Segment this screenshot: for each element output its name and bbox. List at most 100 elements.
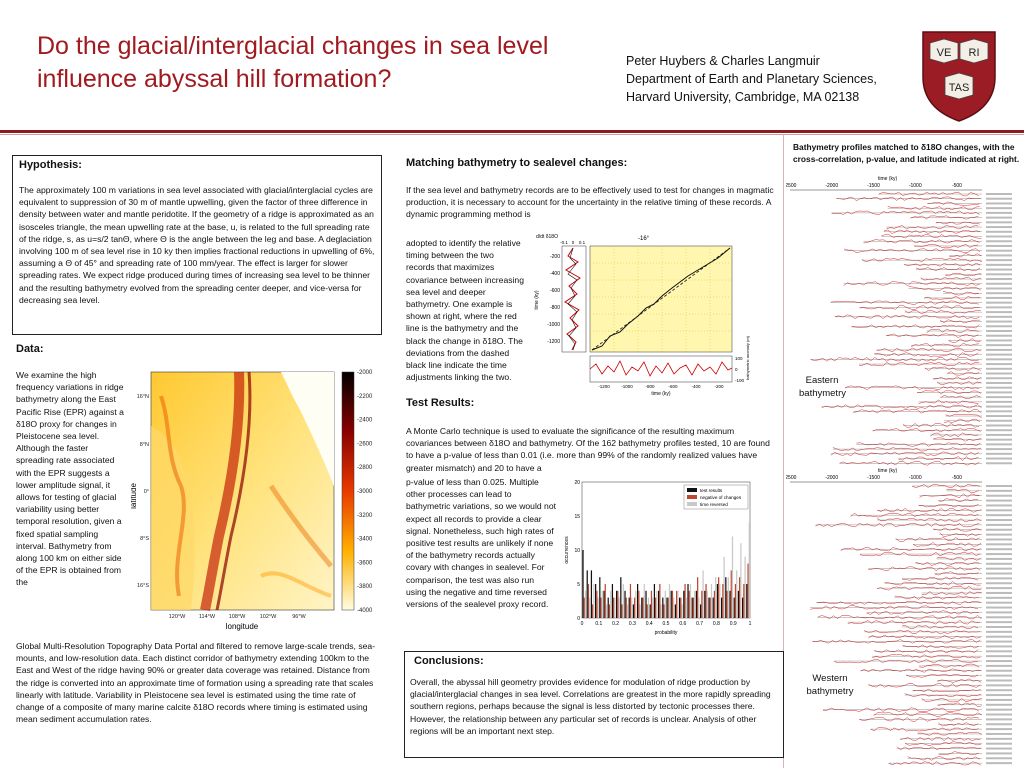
profile-stat (986, 315, 1012, 318)
profile-stat (986, 611, 1012, 614)
hist-bar (646, 604, 648, 618)
profile-stat (986, 606, 1012, 609)
profile-stat (986, 713, 1012, 716)
profile-stat (986, 621, 1012, 624)
hist-bar (683, 590, 685, 618)
hist-bar (727, 577, 729, 618)
profile-stat (986, 538, 1012, 541)
hist-bar (589, 597, 591, 618)
hist-bar (599, 577, 601, 618)
profile-stat (986, 718, 1012, 721)
profile-stat (986, 519, 1012, 522)
hist-bar (725, 577, 727, 618)
profile-stat (986, 485, 1012, 487)
profile-stat (986, 591, 1012, 594)
hist-bar (726, 590, 728, 618)
profile-stat (986, 698, 1012, 701)
bathymetry-map: latitude longitude 16°N 8°N 0° 8°S 16°S … (131, 370, 373, 631)
hist-x-tick: 0.4 (646, 621, 653, 627)
western-profiles-figure: time (ky) -2500 -2000 -1500 -1000 -500 (786, 468, 1012, 766)
hist-bar (681, 604, 683, 618)
hist-ylabel: occurrences (564, 536, 570, 564)
hist-bar (701, 590, 703, 618)
hist-bar (586, 570, 588, 618)
hist-bar (744, 556, 746, 618)
data-text-narrow: We examine the high frequency variations… (16, 370, 124, 588)
profile-stat (986, 216, 1012, 219)
hist-bar (737, 590, 740, 618)
profile-stat (986, 557, 1012, 560)
profile-stat (986, 311, 1012, 314)
conclusions-heading: Conclusions: (414, 655, 484, 667)
dp-top-right-label: -16° (638, 236, 650, 242)
conclusions-box: Conclusions: Overall, the abyssal hill g… (404, 651, 784, 758)
hist-bar (621, 604, 623, 618)
hist-bar (704, 590, 706, 618)
dp-ylabel: time (ky) (534, 290, 540, 310)
profiles-x-tick: -1000 (909, 475, 922, 481)
profiles-x-tick: -2000 (825, 183, 838, 189)
profile-stat (986, 528, 1012, 531)
hist-bar (614, 597, 616, 618)
colorbar-tick: -2000 (357, 370, 373, 376)
hist-bar (611, 584, 614, 618)
profile-stat (986, 193, 1012, 195)
hist-bar (631, 597, 633, 618)
profile-stat (986, 548, 1012, 551)
hist-bar (592, 604, 594, 618)
profile-stat (986, 419, 1012, 422)
profile-stat (986, 577, 1012, 580)
dp-xlabel: time (ky) (651, 391, 671, 397)
hist-bar (643, 584, 645, 618)
hist-bar (624, 590, 626, 618)
hist-bar (673, 597, 675, 618)
profile-stat (986, 400, 1012, 403)
hist-bar (691, 597, 693, 618)
hist-bar (584, 590, 587, 618)
hist-bar (723, 556, 725, 618)
profile-stat (986, 372, 1012, 375)
hist-bar (642, 597, 644, 618)
hist-bar (667, 597, 669, 618)
hist-y-tick: 5 (577, 582, 580, 588)
profile-stat (986, 757, 1012, 760)
hist-bar (721, 597, 723, 618)
profile-stat (986, 339, 1012, 342)
profile-stat (986, 742, 1012, 745)
hist-bar (587, 584, 590, 618)
profile-stat (986, 381, 1012, 384)
profile-stat (986, 358, 1012, 361)
profile-stat (986, 363, 1012, 366)
hist-x-tick: 0.8 (713, 621, 720, 627)
profiles-x-tick: -2500 (786, 475, 797, 481)
hist-bar (590, 570, 593, 618)
hist-bar (740, 543, 742, 618)
profile-stat (986, 202, 1012, 205)
hist-bar (716, 584, 719, 618)
header-divider-thin (0, 134, 1024, 135)
hist-bar (634, 597, 636, 618)
dp-x-tick: -1000 (621, 384, 633, 389)
dp-y-tick: -200 (550, 254, 560, 260)
hypothesis-heading: Hypothesis: (19, 159, 82, 171)
hist-bar (610, 590, 612, 618)
profile-stat (986, 723, 1012, 726)
map-xlabel: longitude (226, 622, 259, 631)
test-results-text-narrow: p-value of less than 0.025. Multiple oth… (406, 477, 556, 610)
hist-bar (684, 584, 686, 618)
eastern-label-line1: Eastern (805, 375, 839, 386)
profile-stat (986, 415, 1012, 418)
profile-stat (986, 616, 1012, 619)
dp-right-tick: 100 (735, 356, 743, 361)
dynamic-programming-figure: d/dt δ18O -16° -0.1 0 0.1 -200 -400 -600… (534, 234, 750, 397)
hist-bar (722, 584, 724, 618)
profile-stat (986, 292, 1012, 295)
crest-text-ve: VE (937, 47, 952, 59)
profiles-x-tick: -500 (952, 183, 962, 189)
colorbar-tick: -2200 (357, 394, 373, 400)
profile-stat (986, 396, 1012, 399)
hist-bar (595, 584, 597, 618)
profile-stat (986, 635, 1012, 638)
crest-text-tas: TAS (949, 82, 970, 94)
hist-bar (647, 597, 650, 618)
